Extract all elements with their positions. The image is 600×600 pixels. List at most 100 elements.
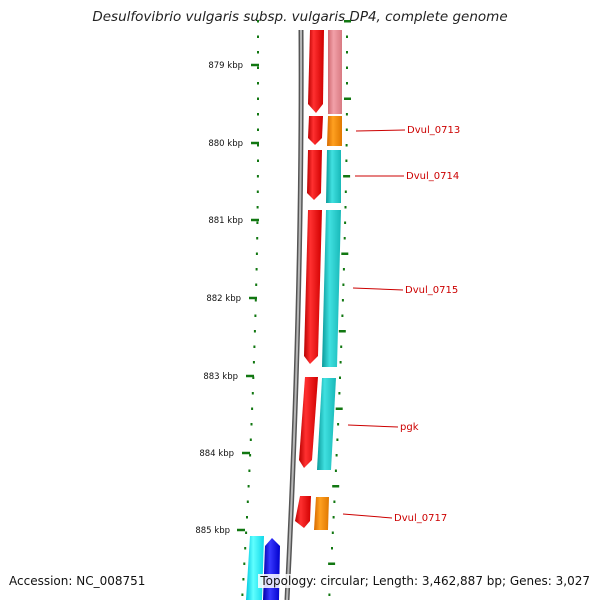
gene-label-dvul-0715[interactable]: Dvul_0715 (405, 285, 458, 296)
cds-track (295, 30, 324, 528)
ruler-dot (332, 485, 340, 488)
scale-ticks (237, 63, 259, 532)
scale-label-880: 880 kbp (208, 139, 243, 149)
cds-arrow-pgk[interactable] (299, 377, 318, 468)
ruler-dot (334, 469, 337, 472)
cds-arrow-dvul-0715[interactable] (304, 210, 322, 364)
ruler-dot (331, 547, 333, 550)
scale-label-884: 884 kbp (199, 449, 234, 459)
ruler-dot (339, 376, 341, 379)
map-title: Desulfovibrio vulgaris subsp. vulgaris D… (92, 9, 508, 25)
ruler-dot (343, 237, 346, 240)
feature-track (314, 30, 342, 530)
cds-arrow-dvul-0717[interactable] (295, 496, 311, 528)
feature-block-upstream[interactable] (328, 30, 342, 114)
ruler-dot (255, 252, 258, 255)
ruler-dot (341, 252, 349, 255)
connector-dvul-0713 (355, 129, 406, 132)
ruler-dot (257, 144, 259, 147)
ruler-dot (333, 500, 336, 503)
ruler-dot (331, 531, 334, 534)
ruler-dot (246, 516, 248, 519)
ruler-dot (257, 159, 259, 162)
ruler-dot (341, 314, 344, 317)
ruler-dot (344, 206, 347, 209)
ruler-dot (257, 128, 259, 131)
ruler-dot (247, 485, 250, 488)
ruler-dot (256, 237, 259, 240)
ruler-dots-left (241, 20, 259, 596)
connector-pgk (347, 424, 399, 428)
ruler-dot (253, 330, 256, 333)
ruler-dot (339, 361, 342, 364)
connector-dvul-0715 (352, 287, 404, 291)
ruler-dot (342, 268, 345, 271)
scale-label-882: 882 kbp (206, 294, 241, 304)
gene-label-dvul-0714[interactable]: Dvul_0714 (406, 171, 459, 182)
feature-block-pgk[interactable] (317, 378, 336, 470)
ruler-dot (254, 299, 257, 302)
ruler-dot (245, 531, 248, 534)
ruler-dot (244, 547, 247, 550)
ruler-dot (252, 376, 255, 379)
gene-label-dvul-0717[interactable]: Dvul_0717 (394, 513, 447, 524)
accession-text: Accession: NC_008751 (9, 574, 146, 588)
ruler-dot (257, 82, 259, 85)
ruler-dot (345, 128, 348, 131)
gene-labels: Dvul_0713 Dvul_0714 Dvul_0715 pgk Dvul_0… (394, 125, 460, 524)
topology-text: Topology: circular; Length: 3,462,887 bp… (258, 574, 590, 588)
ruler-dots-right (328, 20, 351, 596)
ruler-dot (256, 190, 259, 193)
ruler-dot (246, 500, 249, 503)
feature-block-dvul-0717[interactable] (314, 497, 329, 530)
ruler-dot (335, 407, 343, 410)
ruler-dot (251, 407, 254, 410)
ruler-dot (345, 144, 348, 147)
ruler-dot (251, 392, 254, 395)
feature-block-dvul-0713[interactable] (327, 116, 342, 146)
ruler-dot (328, 562, 336, 565)
ruler-dot (340, 345, 343, 348)
ruler-dot (256, 206, 259, 209)
scale-label-881: 881 kbp (208, 216, 243, 226)
cds-arrow-dvul-0714[interactable] (307, 150, 322, 200)
scale-label-883: 883 kbp (203, 372, 238, 382)
ruler-dot (344, 97, 351, 100)
ruler-dot (256, 221, 259, 224)
ruler-dot (257, 35, 259, 38)
ruler-dot (253, 345, 256, 348)
connector-dvul-0717 (342, 513, 393, 519)
ruler-dot (346, 66, 348, 69)
ruler-dot (257, 97, 259, 100)
scale-label-879: 879 kbp (208, 61, 243, 71)
bottom-features (246, 536, 280, 600)
ruler-dot (242, 578, 245, 581)
ruler-dot (344, 20, 351, 23)
cds-arrow-upstream[interactable] (308, 30, 324, 113)
ruler-dot (248, 469, 251, 472)
ruler-dot (344, 221, 347, 224)
gene-label-pgk[interactable]: pgk (400, 422, 419, 433)
ruler-dot (341, 299, 344, 302)
ruler-dot (344, 190, 347, 193)
ruler-dot (241, 593, 244, 596)
scale-labels: 879 kbp 880 kbp 881 kbp 882 kbp 883 kbp … (195, 61, 243, 536)
gene-label-dvul-0713[interactable]: Dvul_0713 (407, 125, 460, 136)
cds-arrow-bottom-blue[interactable] (263, 538, 280, 600)
ruler-dot (345, 159, 348, 162)
feature-block-bottom-cyan[interactable] (246, 536, 264, 600)
ruler-dot (250, 423, 253, 426)
ruler-dot (254, 314, 257, 317)
ruler-dot (342, 283, 345, 286)
ruler-dot (338, 392, 341, 395)
ruler-dot (257, 20, 259, 23)
ruler-dot (332, 516, 335, 519)
ruler-dot (335, 454, 338, 457)
ruler-dot (256, 175, 259, 178)
cds-arrow-dvul-0713[interactable] (308, 116, 323, 145)
ruler-dot (343, 175, 351, 178)
feature-block-dvul-0714[interactable] (326, 150, 341, 203)
feature-block-dvul-0715[interactable] (322, 210, 341, 367)
ruler-dot (257, 113, 259, 116)
